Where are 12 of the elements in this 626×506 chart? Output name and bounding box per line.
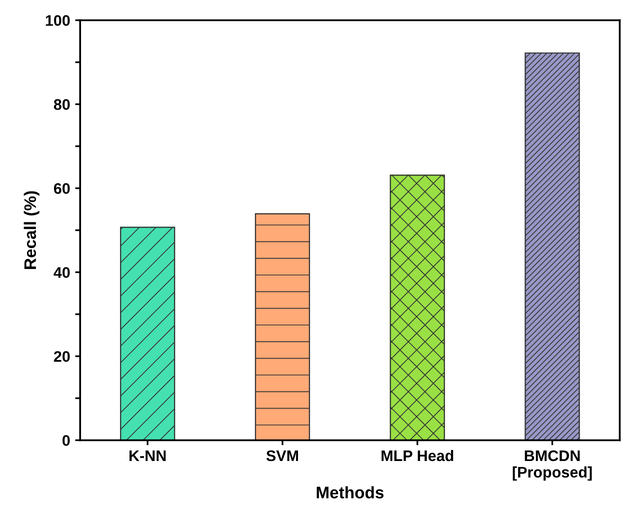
x-tick-label: K-NN xyxy=(130,450,166,462)
x-axis-title: Methods xyxy=(316,486,384,498)
y-tick-label: 20 xyxy=(54,351,70,362)
y-tick-label: 0 xyxy=(62,435,70,446)
y-tick-label: 100 xyxy=(46,15,70,26)
y-tick-label: 40 xyxy=(54,267,70,278)
y-tick-label: 60 xyxy=(54,183,70,194)
y-axis-title: Recall (%) xyxy=(24,191,40,269)
x-tick-label: MLP Head xyxy=(382,450,454,462)
x-tick-label: BMCDN [Proposed] xyxy=(512,450,592,481)
y-tick-label: 80 xyxy=(54,99,70,110)
x-tick-label: SVM xyxy=(266,450,298,462)
